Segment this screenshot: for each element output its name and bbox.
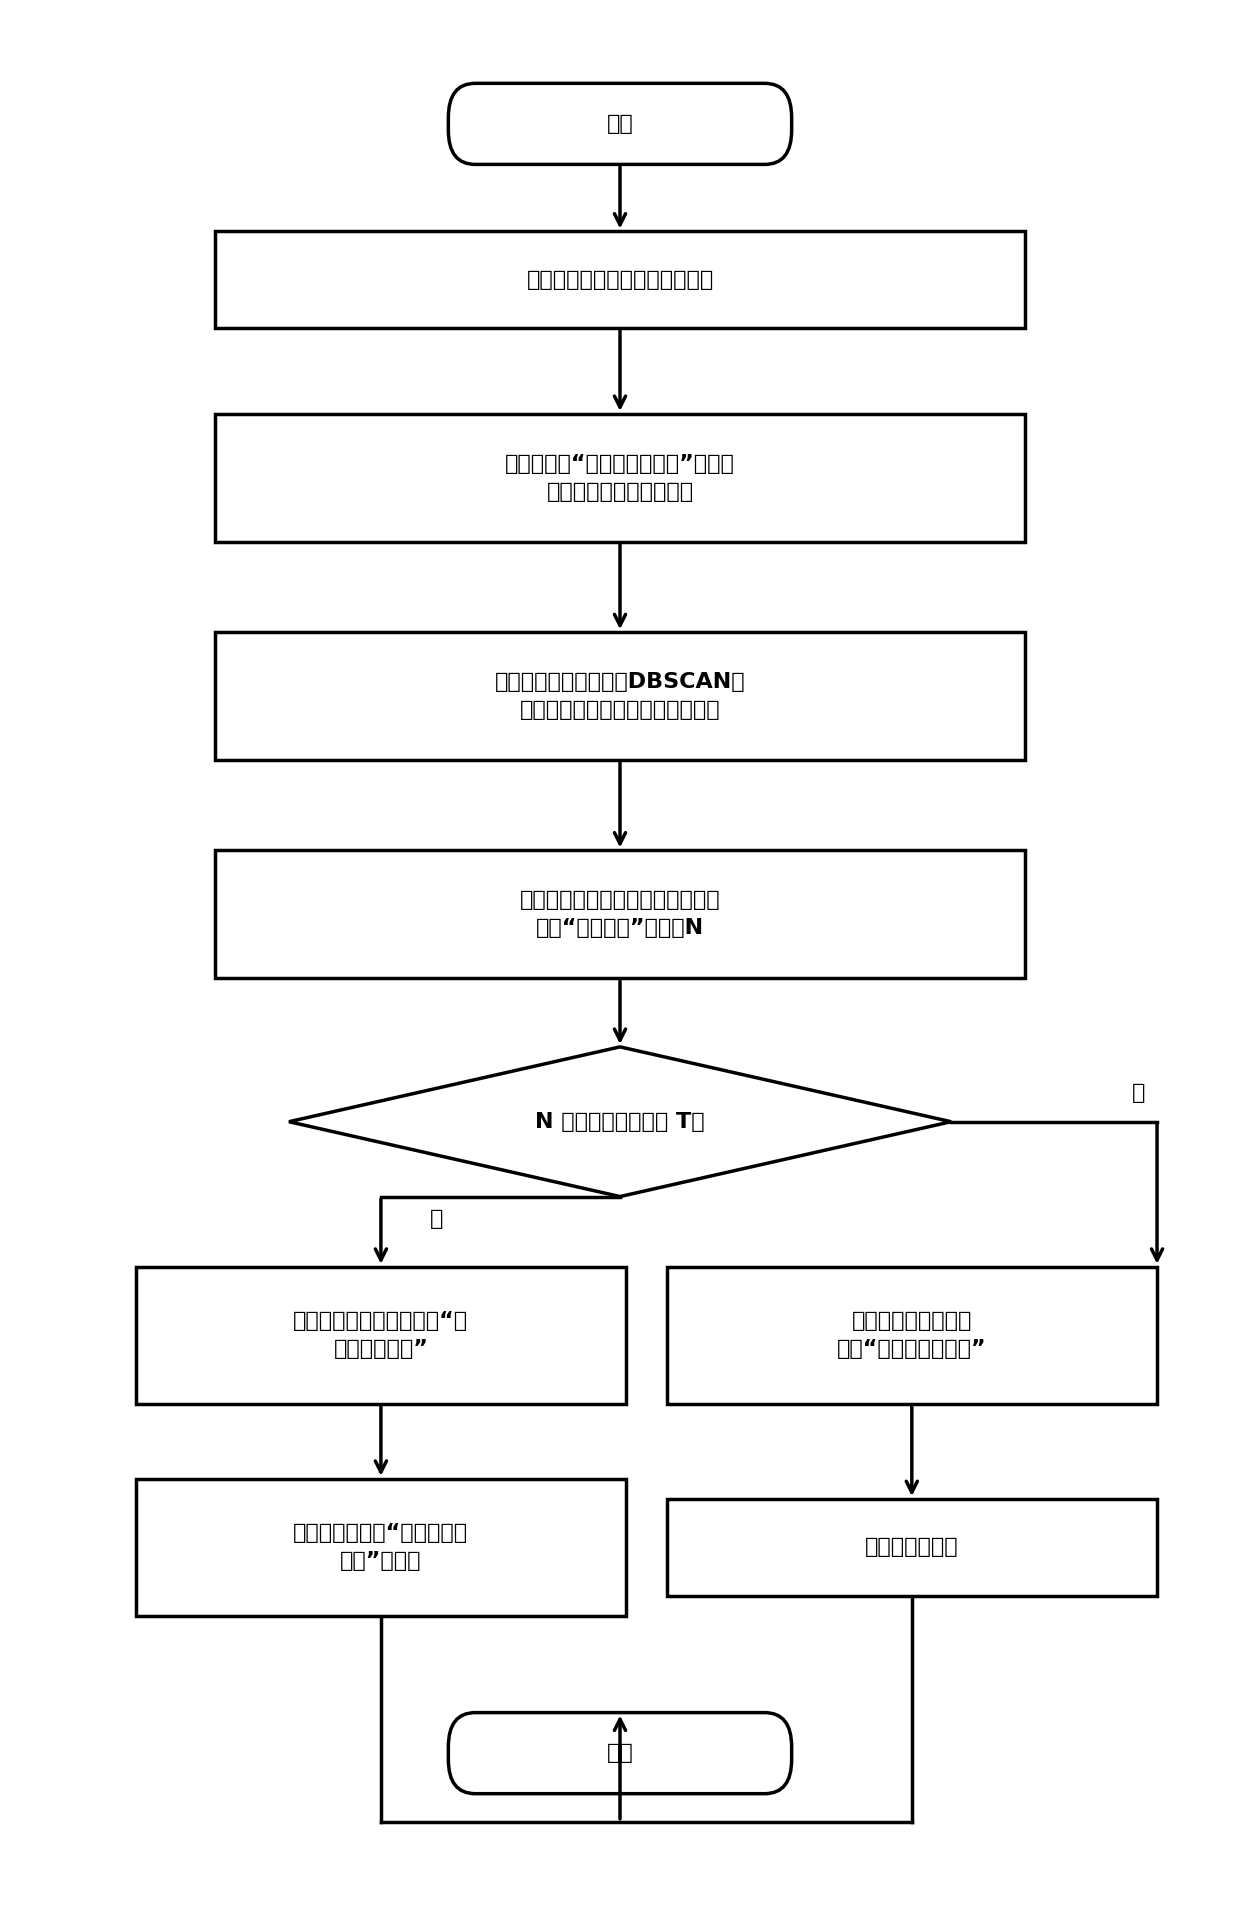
Text: 存在高可能性疑似漏登记“重
点人员、房屋”: 存在高可能性疑似漏登记“重 点人员、房屋” <box>294 1311 469 1358</box>
Text: 存在低可能性疑似漏
登记“重点人员、房屋”: 存在低可能性疑似漏 登记“重点人员、房屋” <box>837 1311 987 1358</box>
Text: N 是否大于等于阈値 T？: N 是否大于等于阈値 T？ <box>536 1111 704 1132</box>
Polygon shape <box>289 1046 951 1198</box>
FancyBboxPatch shape <box>216 232 1024 328</box>
Text: 对人口、房屋数据集进行预处理: 对人口、房屋数据集进行预处理 <box>526 270 714 289</box>
FancyBboxPatch shape <box>216 851 1024 979</box>
FancyBboxPatch shape <box>667 1266 1157 1404</box>
Text: 是: 是 <box>430 1209 444 1228</box>
Text: 结束: 结束 <box>606 1744 634 1763</box>
Text: 统计聚类结果中每一类包含的已被
标签“重点人员”的数量N: 统计聚类结果中每一类包含的已被 标签“重点人员”的数量N <box>520 891 720 939</box>
Text: 基于自适应特征权重的DBSCAN聚
类算法对非核心点的数据进行归类: 基于自适应特征权重的DBSCAN聚 类算法对非核心点的数据进行归类 <box>495 673 745 720</box>
Text: 否: 否 <box>1131 1083 1145 1104</box>
Text: 开始: 开始 <box>606 113 634 134</box>
Text: 将已被标签“重点人员、房屋”数据点
固定为密度聚类的核心点: 将已被标签“重点人员、房屋”数据点 固定为密度聚类的核心点 <box>505 454 735 502</box>
FancyBboxPatch shape <box>135 1479 626 1615</box>
Text: 专家经验再判断: 专家经验再判断 <box>866 1537 959 1558</box>
FancyBboxPatch shape <box>449 1713 791 1793</box>
FancyBboxPatch shape <box>135 1266 626 1404</box>
Text: 生成疑似漏登记“重点人员、
房屋”核查表: 生成疑似漏登记“重点人员、 房屋”核查表 <box>294 1523 469 1571</box>
FancyBboxPatch shape <box>216 414 1024 542</box>
FancyBboxPatch shape <box>667 1498 1157 1596</box>
FancyBboxPatch shape <box>449 82 791 165</box>
FancyBboxPatch shape <box>216 632 1024 761</box>
